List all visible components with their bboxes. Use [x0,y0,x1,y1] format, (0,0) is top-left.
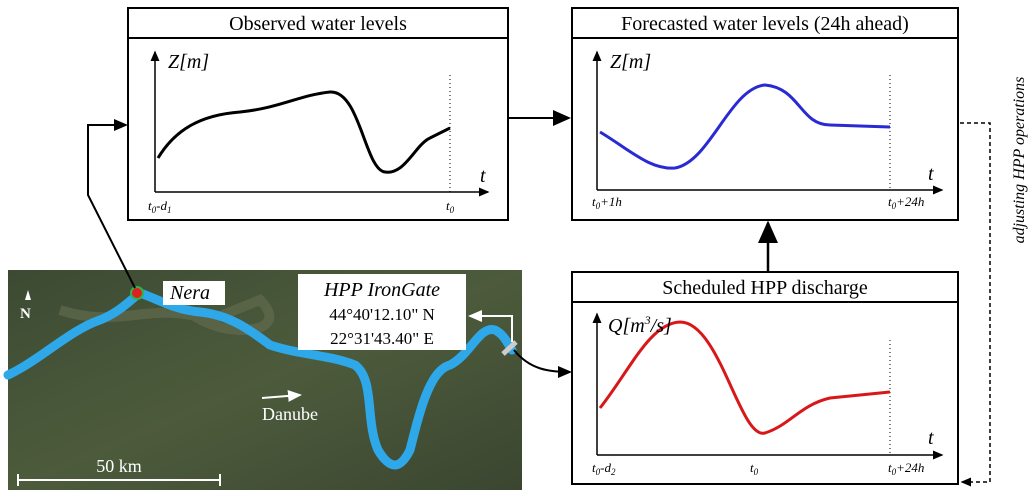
x-axis-label: t [480,165,486,187]
panel-title: Forecasted water levels (24h ahead) [621,13,909,35]
forecast-panel: Forecasted water levels (24h ahead) Z[m]… [572,8,958,220]
text-part: 3 [644,313,651,327]
y-axis-label: Q[m3/s] [608,313,672,337]
text-part: 0 [450,205,455,215]
y-axis-label: Z[m] [168,51,209,73]
text-part: Z[m] [610,51,651,73]
river-label: Danube [262,404,318,424]
y-axis-label: Z[m] [610,51,651,73]
x-axis-label: t [928,163,934,185]
hpp-label: HPP IronGate [323,279,440,301]
diagram: Nera HPP IronGate 44°40'12.10" N 22°31'4… [0,0,1029,492]
text-part: t [928,427,934,449]
text-part: /s] [650,315,672,337]
text-part: +1h [600,194,622,209]
text-part: 0 [754,467,759,477]
text-part: 2 [611,467,616,477]
longitude: 22°31'43.40" E [330,329,434,348]
station-label: Nera [169,282,210,304]
text-part: t [928,163,934,185]
panel-title: Observed water levels [229,13,407,35]
discharge-panel: Scheduled HPP discharge Q[m3/s] t t0-d2 … [572,272,958,484]
latitude: 44°40'12.10" N [329,305,435,324]
text-part: 1 [167,205,172,215]
observed-panel: Observed water levels Z[m] t t0-d1 t0 [128,8,508,220]
text-part: -d [600,460,611,475]
text-part: Z[m] [168,51,209,73]
x-axis-label: t [928,427,934,449]
text-part: -d [156,198,167,213]
text-part: +24h [896,460,924,475]
text-part: Q[m [608,315,645,337]
station-marker [131,287,143,299]
map: Nera HPP IronGate 44°40'12.10" N 22°31'4… [8,270,522,490]
text-part: t [480,165,486,187]
feedback-label: adjusting HPP operations [1011,77,1028,244]
text-part: +24h [896,194,924,209]
panel-title: Scheduled HPP discharge [662,277,868,299]
north-label: N [20,306,31,322]
scale-label: 50 km [96,456,142,476]
